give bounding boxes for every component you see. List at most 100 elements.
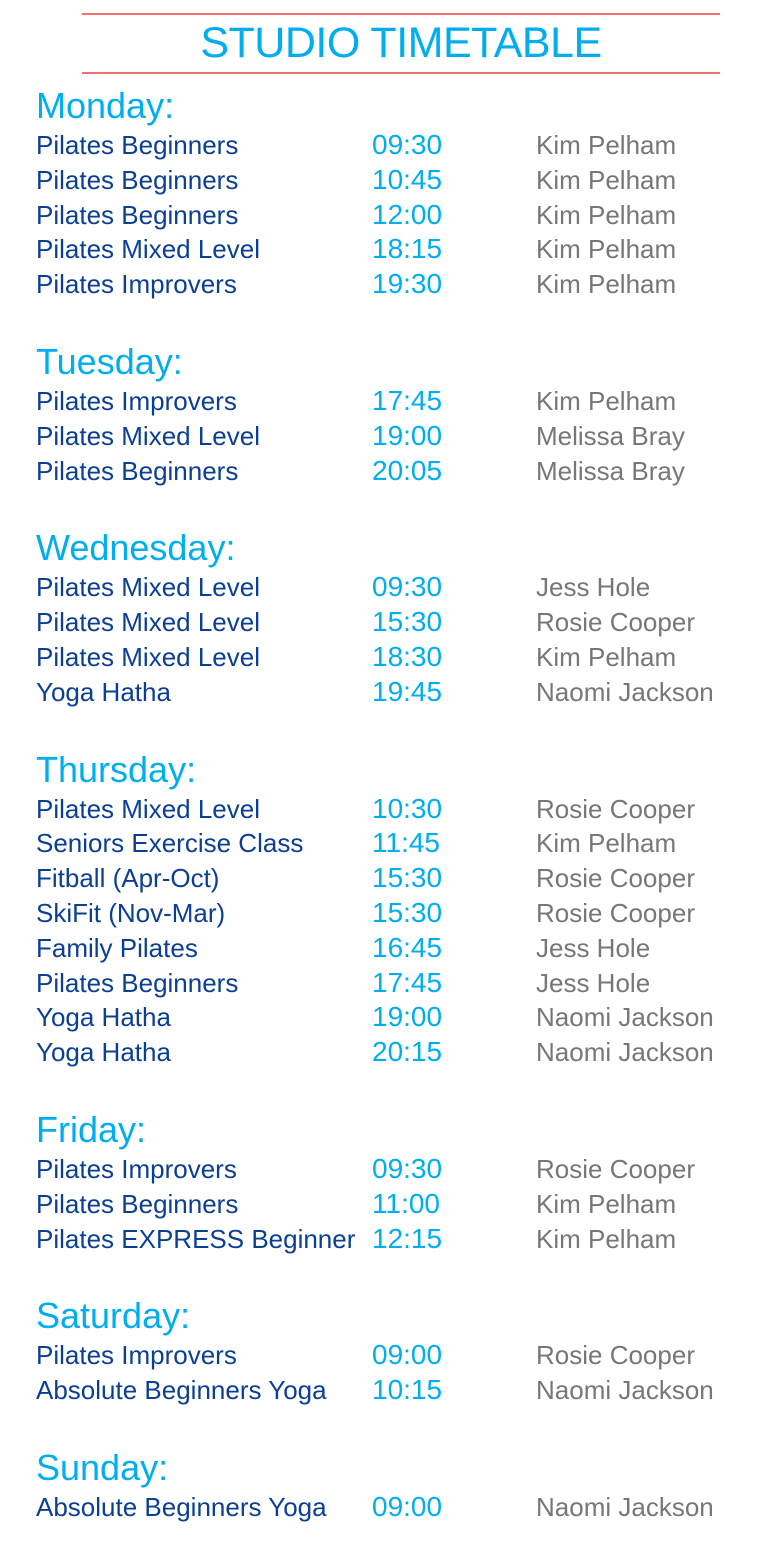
class-row: Pilates Beginners 12:00 Kim Pelham <box>36 198 768 233</box>
instructor-name: Kim Pelham <box>536 130 677 160</box>
instructor-name: Naomi Jackson <box>536 676 714 707</box>
class-row: Yoga Hatha 19:00 Naomi Jackson <box>36 1000 768 1035</box>
day-heading: Saturday: <box>36 1295 191 1337</box>
class-name: Pilates Improvers <box>36 1340 237 1371</box>
class-time: 09:30 <box>372 571 443 603</box>
class-name: Pilates Improvers <box>36 1153 237 1184</box>
class-name: Pilates Beginners <box>36 1188 239 1219</box>
class-time: 19:45 <box>372 675 443 707</box>
class-row: Pilates Improvers 17:45 Kim Pelham <box>36 384 768 419</box>
class-row: Pilates Mixed Level 15:30 Rosie Cooper <box>36 605 768 640</box>
class-name: Pilates Mixed Level <box>36 572 260 603</box>
class-time: 10:45 <box>372 163 443 195</box>
class-row: Fitball (Apr-Oct) 15:30 Rosie Cooper <box>36 861 768 896</box>
class-row: Pilates Mixed Level 10:30 Rosie Cooper <box>36 792 768 827</box>
class-time: 16:45 <box>372 931 443 963</box>
class-time: 10:30 <box>372 792 443 824</box>
class-row: Pilates Improvers 19:30 Kim Pelham <box>36 267 768 302</box>
instructor-name: Melissa Bray <box>536 455 685 486</box>
instructor-name: Rosie Cooper <box>536 793 695 824</box>
class-name: Absolute Beginners Yoga <box>36 1375 327 1406</box>
class-name: Pilates Beginners <box>36 455 239 486</box>
class-row: Pilates Beginners 09:30 Kim Pelham <box>36 128 768 163</box>
class-time: 18:15 <box>372 233 443 265</box>
class-time: 19:00 <box>372 419 443 451</box>
instructor-name: Kim Pelham <box>536 828 677 859</box>
day-section: Wednesday: Pilates Mixed Level 09:30 Jess H… <box>36 526 768 709</box>
class-row: Absolute Beginners Yoga 10:15 Naomi Jackso… <box>36 1373 768 1408</box>
class-row: Pilates Mixed Level 19:00 Melissa Bray <box>36 419 768 454</box>
instructor-name: Jess Hole <box>536 967 651 998</box>
title-banner: STUDIO TIMETABLE <box>82 13 720 74</box>
class-name: Family Pilates <box>36 932 198 963</box>
instructor-name: Jess Hole <box>536 932 651 963</box>
instructor-name: Naomi Jackson <box>536 1491 714 1522</box>
instructor-name: Naomi Jackson <box>536 1002 714 1033</box>
instructor-name: Rosie Cooper <box>536 1153 695 1184</box>
day-section: Sunday: Absolute Beginners Yoga 09:00 Naomi… <box>36 1446 768 1525</box>
instructor-name: Kim Pelham <box>536 641 677 672</box>
day-section: Tuesday: Pilates Improvers 17:45 Kim Pelham… <box>36 340 768 488</box>
class-name: SkiFit (Nov-Mar) <box>36 897 226 928</box>
instructor-name: Rosie Cooper <box>536 897 695 928</box>
class-time: 15:30 <box>372 606 443 638</box>
class-time: 09:30 <box>372 1152 443 1184</box>
class-time: 17:45 <box>372 966 443 998</box>
class-row: Pilates EXPRESS Beginner 12:15 Kim Pelham <box>36 1222 768 1257</box>
instructor-name: Rosie Cooper <box>536 863 695 894</box>
day-section: Friday: Pilates Improvers 09:30 Rosie Coope… <box>36 1108 768 1256</box>
class-name: Pilates Beginners <box>36 130 239 160</box>
class-time: 15:30 <box>372 896 443 928</box>
class-row: SkiFit (Nov-Mar) 15:30 Rosie Cooper <box>36 896 768 931</box>
day-section: Thursday: Pilates Mixed Level 10:30 Rosie C… <box>36 748 768 1070</box>
class-name: Pilates Mixed Level <box>36 793 260 824</box>
class-name: Pilates Mixed Level <box>36 234 260 265</box>
instructor-name: Melissa Bray <box>536 420 685 451</box>
class-name: Seniors Exercise Class <box>36 828 304 859</box>
class-row: Absolute Beginners Yoga 09:00 Naomi Jackso… <box>36 1490 768 1525</box>
class-row: Pilates Beginners 10:45 Kim Pelham <box>36 163 768 198</box>
instructor-name: Kim Pelham <box>536 1223 677 1254</box>
class-name: Pilates Beginners <box>36 967 239 998</box>
day-heading: Tuesday: <box>36 340 183 382</box>
page-title: STUDIO TIMETABLE <box>200 19 602 67</box>
class-time: 09:00 <box>372 1339 443 1371</box>
class-name: Pilates Mixed Level <box>36 641 260 672</box>
class-name: Yoga Hatha <box>36 676 171 707</box>
class-time: 20:15 <box>372 1036 443 1068</box>
class-time: 12:15 <box>372 1222 443 1254</box>
class-row: Pilates Beginners 11:00 Kim Pelham <box>36 1187 768 1222</box>
instructor-name: Kim Pelham <box>536 1188 677 1219</box>
class-time: 11:00 <box>372 1187 440 1219</box>
class-name: Yoga Hatha <box>36 1037 171 1068</box>
class-time: 15:30 <box>372 862 443 894</box>
class-name: Pilates EXPRESS Beginner <box>36 1223 356 1254</box>
class-name: Absolute Beginners Yoga <box>36 1491 327 1522</box>
class-row: Pilates Beginners 17:45 Jess Hole <box>36 966 768 1001</box>
instructor-name: Naomi Jackson <box>536 1375 714 1406</box>
class-time: 19:00 <box>372 1001 443 1033</box>
class-row: Pilates Beginners 20:05 Melissa Bray <box>36 454 768 489</box>
class-name: Fitball (Apr-Oct) <box>36 863 220 894</box>
class-time: 17:45 <box>372 384 443 416</box>
instructor-name: Rosie Cooper <box>536 1340 695 1371</box>
instructor-name: Kim Pelham <box>536 164 677 195</box>
class-row: Pilates Mixed Level 09:30 Jess Hole <box>36 570 768 605</box>
class-time: 20:05 <box>372 454 443 486</box>
class-name: Yoga Hatha <box>36 1002 171 1033</box>
class-name: Pilates Beginners <box>36 164 239 195</box>
class-time: 09:00 <box>372 1490 443 1522</box>
class-row: Yoga Hatha 20:15 Naomi Jackson <box>36 1035 768 1070</box>
class-time: 19:30 <box>372 268 443 300</box>
class-time: 12:00 <box>372 198 443 230</box>
class-row: Pilates Mixed Level 18:15 Kim Pelham <box>36 232 768 267</box>
class-time: 11:45 <box>372 827 440 859</box>
class-row: Family Pilates 16:45 Jess Hole <box>36 931 768 966</box>
day-heading: Friday: <box>36 1108 147 1150</box>
class-name: Pilates Mixed Level <box>36 607 260 638</box>
instructor-name: Kim Pelham <box>536 269 677 300</box>
timetable: Monday: Pilates Beginners 09:30 Kim Pelham P… <box>36 84 768 1563</box>
class-name: Pilates Improvers <box>36 385 237 416</box>
instructor-name: Naomi Jackson <box>536 1037 714 1068</box>
instructor-name: Jess Hole <box>536 572 651 603</box>
